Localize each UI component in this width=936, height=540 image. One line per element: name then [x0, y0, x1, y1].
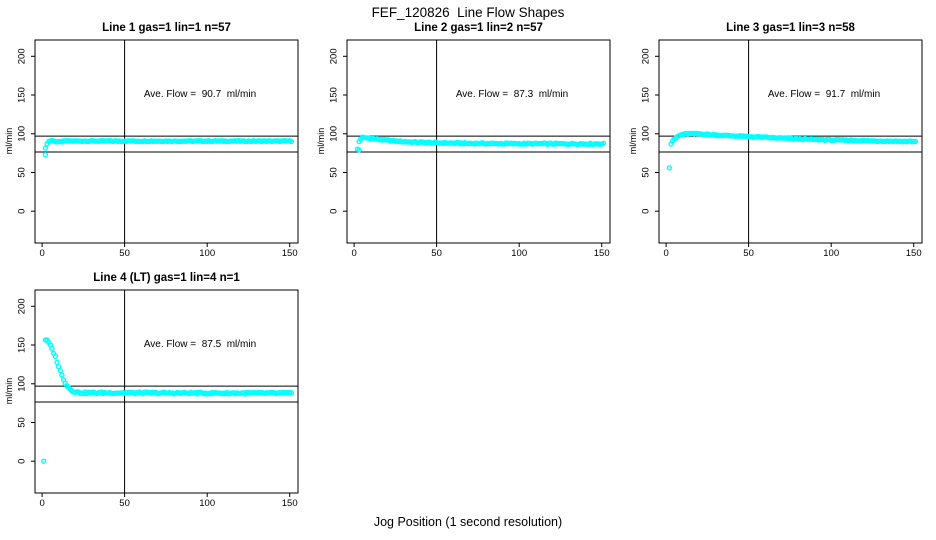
svg-text:100: 100	[17, 126, 28, 142]
figure-title: FEF_120826 Line Flow Shapes	[371, 5, 565, 20]
svg-text:100: 100	[329, 126, 340, 142]
svg-text:100: 100	[199, 248, 215, 259]
panel-1-plot: 0 50 100 150 0 50 100 150 200	[17, 39, 299, 259]
svg-text:150: 150	[17, 337, 28, 353]
panel-4-ave-flow-label: Ave. Flow = 87.5 ml/min	[143, 339, 257, 350]
panel-2-ave-flow-label: Ave. Flow = 87.3 ml/min	[455, 89, 569, 100]
panel-2-title: Line 2 gas=1 lin=2 n=57	[414, 22, 543, 34]
svg-text:150: 150	[17, 87, 28, 103]
svg-text:0: 0	[641, 209, 652, 214]
svg-text:0: 0	[17, 459, 28, 464]
svg-text:50: 50	[641, 167, 652, 178]
panel-2-plot: 0 50 100 150 0 50 100 150 200	[329, 39, 611, 259]
panel-4-plot: 0 50 100 150 0 50 100 150 200	[17, 289, 299, 509]
svg-text:150: 150	[906, 248, 922, 259]
panel-3-plot: 0 50 100 150 0 50 100 150 200	[641, 39, 923, 259]
svg-text:200: 200	[17, 48, 28, 64]
svg-text:50: 50	[119, 248, 130, 259]
svg-text:200: 200	[17, 298, 28, 314]
panel-4-y-axis-label: ml/min	[4, 377, 14, 405]
svg-text:0: 0	[329, 209, 340, 214]
panel-1-title: Line 1 gas=1 lin=1 n=57	[102, 22, 231, 34]
svg-text:200: 200	[329, 48, 340, 64]
svg-text:200: 200	[641, 48, 652, 64]
panel-1-y-axis-label: ml/min	[4, 127, 14, 155]
panel-3-y-axis-label: ml/min	[628, 127, 638, 155]
svg-text:150: 150	[282, 248, 298, 259]
svg-text:150: 150	[329, 87, 340, 103]
svg-text:50: 50	[329, 167, 340, 178]
svg-text:50: 50	[119, 498, 130, 509]
panel-3-title: Line 3 gas=1 lin=3 n=58	[726, 22, 855, 34]
panel-3-ave-flow-label: Ave. Flow = 91.7 ml/min	[767, 89, 881, 100]
x-axis-label: Jog Position (1 second resolution)	[373, 515, 563, 529]
svg-text:50: 50	[743, 248, 754, 259]
svg-text:0: 0	[39, 498, 44, 509]
panel-4-title: Line 4 (LT) gas=1 lin=4 n=1	[93, 272, 240, 284]
panel-2-y-axis-label: ml/min	[316, 127, 326, 155]
svg-text:100: 100	[823, 248, 839, 259]
svg-text:150: 150	[282, 498, 298, 509]
svg-text:50: 50	[17, 417, 28, 428]
svg-text:0: 0	[663, 248, 668, 259]
svg-text:150: 150	[594, 248, 610, 259]
svg-text:100: 100	[17, 376, 28, 392]
svg-text:0: 0	[39, 248, 44, 259]
panel-1-ave-flow-label: Ave. Flow = 90.7 ml/min	[143, 89, 257, 100]
svg-text:100: 100	[511, 248, 527, 259]
svg-text:50: 50	[431, 248, 442, 259]
svg-text:0: 0	[351, 248, 356, 259]
svg-text:100: 100	[199, 498, 215, 509]
svg-text:0: 0	[17, 209, 28, 214]
svg-text:100: 100	[641, 126, 652, 142]
svg-text:150: 150	[641, 87, 652, 103]
svg-text:50: 50	[17, 167, 28, 178]
